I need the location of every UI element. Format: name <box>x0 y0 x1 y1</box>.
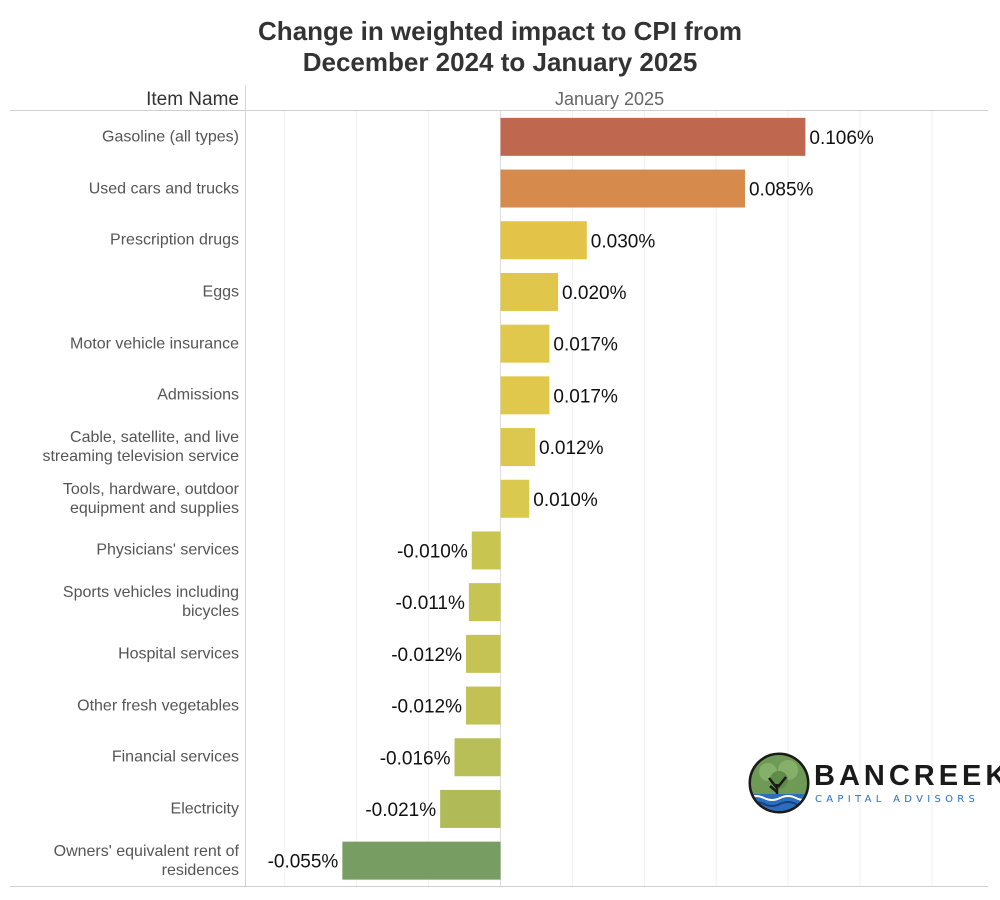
bar-value-label: -0.012% <box>391 697 462 718</box>
bar-value-label: 0.010% <box>533 490 598 511</box>
category-label: Owners' equivalent rent of residences <box>53 842 239 879</box>
bar-value-label: 0.017% <box>553 386 618 407</box>
chart-title-line-1: Change in weighted impact to CPI from <box>258 16 742 46</box>
bar <box>500 169 745 208</box>
bar <box>466 686 501 725</box>
bar <box>500 428 536 467</box>
bar <box>466 634 501 673</box>
category-label: Eggs <box>202 283 239 301</box>
bar-value-label: -0.010% <box>397 541 468 562</box>
bar <box>440 789 501 828</box>
category-label: Motor vehicle insurance <box>70 335 239 353</box>
bar-value-label: -0.011% <box>396 593 465 614</box>
bar <box>500 272 559 311</box>
label-divider <box>245 85 246 887</box>
category-label: Used cars and trucks <box>88 180 239 198</box>
bar <box>500 117 806 156</box>
bar-value-label: -0.012% <box>391 645 462 666</box>
category-label: Physicians' services <box>96 541 239 559</box>
category-label: Electricity <box>170 800 239 818</box>
category-label: Sports vehicles including bicycles <box>62 584 239 621</box>
bar-value-label: 0.017% <box>553 335 618 356</box>
bar-value-label: 0.085% <box>749 180 814 201</box>
bar <box>500 479 530 518</box>
bar-value-label: 0.030% <box>591 231 656 252</box>
bar-value-label: -0.055% <box>268 852 339 873</box>
bar-value-label: 0.020% <box>562 283 627 304</box>
header-divider <box>10 110 988 111</box>
chart-title-line-2: December 2024 to January 2025 <box>302 47 698 77</box>
category-label: Tools, hardware, outdoor equipment and su… <box>62 480 239 517</box>
chart-title: Change in weighted impact to CPI from De… <box>0 16 1000 78</box>
column-header: January 2025 <box>555 89 665 109</box>
bar <box>471 531 501 570</box>
bar <box>500 376 550 415</box>
category-label: Other fresh vegetables <box>77 697 239 715</box>
category-label: Prescription drugs <box>110 231 239 249</box>
bar <box>468 583 501 622</box>
bar-value-label: -0.021% <box>365 800 436 821</box>
category-label: Hospital services <box>118 645 239 663</box>
bar-value-label: -0.016% <box>380 748 451 769</box>
category-label: Financial services <box>111 748 239 766</box>
bar-value-label: 0.106% <box>809 128 874 149</box>
logo-tagline: CAPITAL ADVISORS <box>815 794 980 805</box>
row-header: Item Name <box>146 89 239 110</box>
bar <box>500 221 587 260</box>
bar <box>342 841 501 880</box>
logo-wordmark: BANCREEK <box>814 760 1000 792</box>
category-label: Gasoline (all types) <box>102 128 239 146</box>
bar-value-label: 0.012% <box>539 438 604 459</box>
bar <box>454 738 501 777</box>
bottom-divider <box>10 886 988 887</box>
bar <box>500 324 550 363</box>
category-label: Cable, satellite, and live streaming tele… <box>42 429 239 466</box>
category-label: Admissions <box>157 386 239 404</box>
bancreek-logo-icon <box>748 752 810 814</box>
